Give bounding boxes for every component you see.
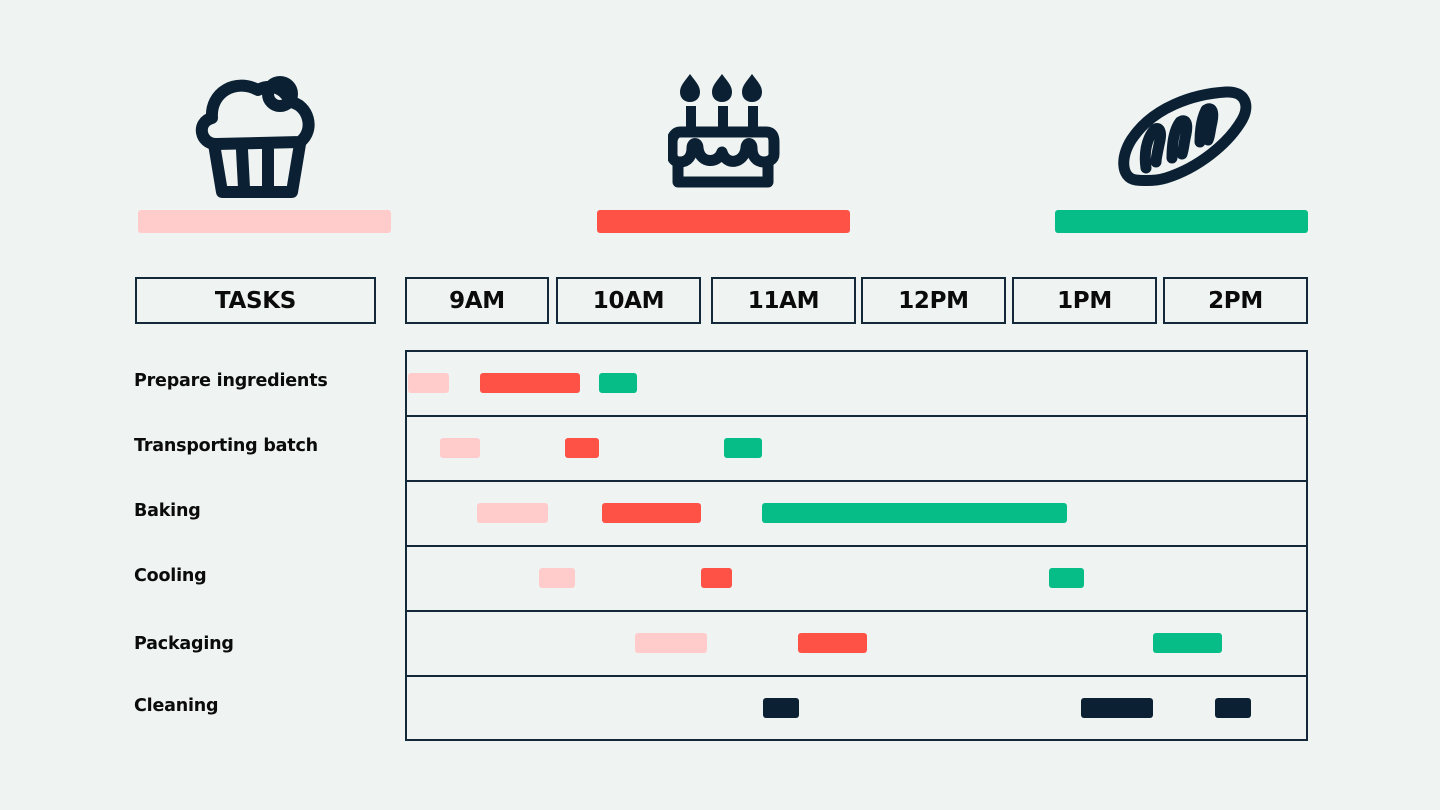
gantt-bar-cakes bbox=[480, 372, 580, 393]
hour-header-1pm: 1PM bbox=[1012, 277, 1157, 324]
row-divider bbox=[407, 545, 1306, 547]
gantt-bar-cupcakes bbox=[635, 632, 708, 653]
row-divider bbox=[407, 480, 1306, 482]
task-label-cooling: Cooling bbox=[134, 566, 207, 586]
gantt-bar-cleaning bbox=[1214, 697, 1251, 718]
tasks-header-label: TASKS bbox=[214, 287, 297, 314]
gantt-bar-bread bbox=[599, 372, 637, 393]
gantt-bar-cakes bbox=[564, 437, 600, 458]
hour-label: 2PM bbox=[1208, 287, 1263, 314]
legend-bar-cupcakes bbox=[138, 210, 391, 233]
hour-label: 9AM bbox=[449, 287, 505, 314]
birthday-cake-icon bbox=[668, 74, 780, 188]
gantt-grid bbox=[405, 350, 1308, 741]
gantt-bar-bread bbox=[724, 437, 762, 458]
cupcake-icon bbox=[196, 76, 315, 198]
tasks-header: TASKS bbox=[135, 277, 376, 324]
hour-header-2pm: 2PM bbox=[1163, 277, 1308, 324]
row-divider bbox=[407, 415, 1306, 417]
task-label-prepare-ingredients: Prepare ingredients bbox=[134, 371, 328, 391]
bread-icon bbox=[1118, 86, 1252, 187]
hour-header-12pm: 12PM bbox=[861, 277, 1006, 324]
legend-bar-bread bbox=[1055, 210, 1308, 233]
gantt-bar-bread bbox=[1049, 567, 1084, 588]
task-label-baking: Baking bbox=[134, 501, 201, 521]
hour-label: 12PM bbox=[898, 287, 969, 314]
task-label-transporting-batch: Transporting batch bbox=[134, 436, 318, 456]
legend-bar-cakes bbox=[597, 210, 850, 233]
hour-header-10am: 10AM bbox=[556, 277, 701, 324]
task-label-cleaning: Cleaning bbox=[134, 696, 219, 716]
hour-label: 10AM bbox=[592, 287, 665, 314]
gantt-bar-cupcakes bbox=[538, 567, 576, 588]
gantt-bar-cakes bbox=[602, 502, 702, 523]
task-label-packaging: Packaging bbox=[134, 634, 234, 654]
hour-header-11am: 11AM bbox=[711, 277, 856, 324]
row-divider bbox=[407, 675, 1306, 677]
gantt-bar-cakes bbox=[797, 632, 868, 653]
hour-label: 1PM bbox=[1057, 287, 1112, 314]
gantt-bar-cleaning bbox=[763, 697, 800, 718]
gantt-bar-cakes bbox=[701, 567, 732, 588]
gantt-bar-cupcakes bbox=[477, 502, 548, 523]
hour-label: 11AM bbox=[747, 287, 820, 314]
gantt-bar-cupcakes bbox=[408, 372, 449, 393]
row-divider bbox=[407, 610, 1306, 612]
gantt-bar-bread bbox=[761, 502, 1068, 523]
hour-header-9am: 9AM bbox=[405, 277, 549, 324]
gantt-bar-bread bbox=[1152, 632, 1223, 653]
gantt-bar-cupcakes bbox=[439, 437, 481, 458]
gantt-bar-cleaning bbox=[1080, 697, 1153, 718]
